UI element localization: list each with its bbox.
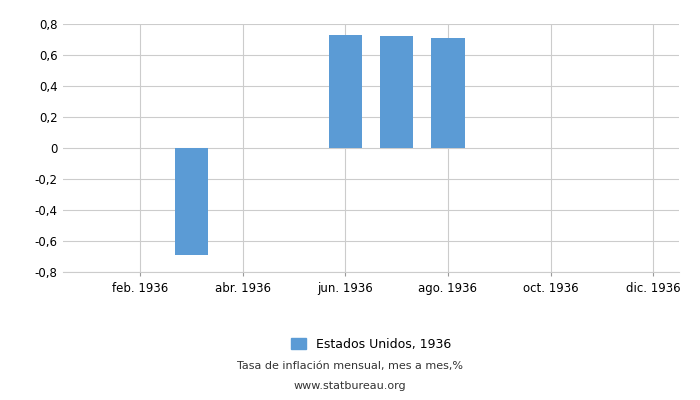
- Legend: Estados Unidos, 1936: Estados Unidos, 1936: [286, 333, 456, 356]
- Bar: [431, 38, 465, 148]
- Text: www.statbureau.org: www.statbureau.org: [294, 381, 406, 391]
- Bar: [174, 148, 208, 255]
- Bar: [380, 36, 413, 148]
- Text: Tasa de inflación mensual, mes a mes,%: Tasa de inflación mensual, mes a mes,%: [237, 361, 463, 371]
- Bar: [328, 35, 362, 148]
